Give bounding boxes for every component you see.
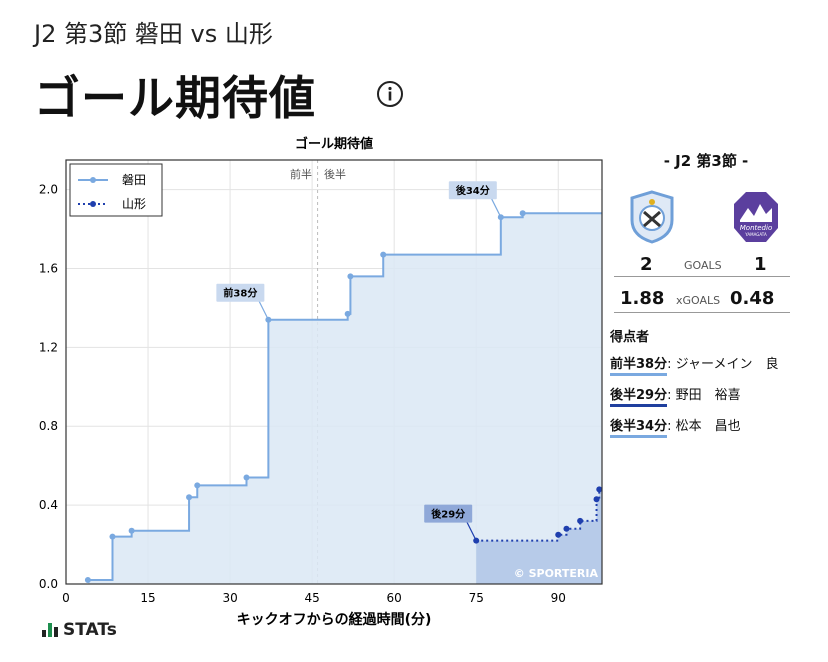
legend: 磐田 山形 [69, 163, 163, 217]
scorers-title: 得点者 [610, 330, 650, 345]
data-point [497, 214, 504, 221]
x-tick-label: 30 [222, 591, 237, 605]
annotation-label: 後34分 [456, 184, 490, 197]
home-goals: 2 [640, 254, 653, 275]
scorer-time: 後半34分 [610, 415, 668, 438]
x-tick-label: 45 [304, 591, 319, 605]
annotation-box [448, 181, 497, 200]
half-left-label: 前半 [290, 167, 312, 181]
page-title: ゴール期待値 [34, 71, 316, 125]
chart-title: ゴール期待値 [295, 136, 373, 152]
data-point [380, 251, 387, 258]
match-subtitle: J2 第3節 磐田 vs 山形 [34, 20, 273, 48]
stats-logo: STATs [42, 620, 117, 640]
away-crest-text: Montedio [740, 224, 772, 232]
data-point [194, 482, 201, 489]
match-summary: - J2 第3節 - Montedio YAMAGATA 2 GOALS 1 1… [606, 150, 796, 438]
data-point [84, 577, 91, 584]
watermark: © SPORTERIA [514, 567, 599, 580]
away-crest-sub: YAMAGATA [744, 232, 767, 237]
series-area-0 [87, 213, 602, 584]
away-xg: 0.48 [730, 288, 775, 309]
home-xg: 1.88 [620, 288, 665, 309]
axes: 0 15 30 45 60 75 90 0.0 0.4 0.8 1.2 1.6 2.0 [39, 159, 603, 605]
goals-row: 2 GOALS 1 [614, 254, 790, 277]
y-tick-label: 0.0 [39, 577, 58, 591]
scorer-name: 野田 裕喜 [675, 388, 741, 403]
scorer-item: 後半29分: 野田 裕喜 [610, 384, 810, 407]
round-label: - J2 第3節 - [663, 152, 749, 170]
brand-name: STATs [63, 620, 117, 640]
scorers-list: 得点者 前半38分: ジャーメイン 良 後半29分: 野田 裕喜 後半34分: … [610, 326, 810, 446]
scorer-name: 松本 昌也 [675, 419, 741, 434]
data-point [577, 517, 584, 524]
y-tick-label: 0.8 [39, 419, 58, 433]
data-point [186, 494, 193, 501]
x-tick-label: 75 [469, 591, 484, 605]
data-point [344, 310, 351, 317]
legend-away: 山形 [122, 197, 146, 211]
scorer-time: 後半29分 [610, 384, 668, 407]
annotation-box [424, 504, 473, 523]
annotation-label: 後29分 [431, 508, 465, 521]
scorer-name: ジャーメイン 良 [675, 357, 779, 372]
data-point [555, 531, 562, 538]
annotation-leader [465, 520, 477, 541]
y-tick-label: 0.4 [39, 498, 58, 512]
x-tick-label: 90 [551, 591, 566, 605]
y-tick-label: 1.2 [39, 340, 58, 354]
data-point [519, 210, 526, 217]
data-point [596, 486, 603, 493]
x-axis-label: キックオフからの経過時間(分) [237, 611, 432, 628]
x-tick-label: 0 [62, 591, 70, 605]
y-tick-label: 1.6 [39, 261, 58, 275]
legend-home: 磐田 [122, 173, 146, 187]
scorer-time: 前半38分 [610, 353, 668, 376]
annotation-label: 前38分 [223, 287, 257, 300]
data-point [563, 525, 570, 532]
half-right-label: 後半 [324, 167, 346, 181]
data-point [128, 527, 135, 534]
annotation-leader [257, 299, 269, 321]
xg-label: xGOALS [676, 294, 721, 307]
series-points [84, 210, 603, 584]
bar-chart-icon [42, 623, 58, 637]
scorer-item: 後半34分: 松本 昌也 [610, 415, 810, 438]
scorer-item: 前半38分: ジャーメイン 良 [610, 353, 810, 376]
jubilo-crest-icon [630, 190, 674, 244]
y-tick-label: 2.0 [39, 183, 58, 197]
annotation-leader [490, 196, 502, 218]
annotation-box [216, 283, 265, 302]
data-point [593, 496, 600, 503]
series-areas [87, 213, 602, 584]
away-goals: 1 [754, 254, 767, 275]
x-tick-label: 15 [140, 591, 155, 605]
montedio-crest-icon: Montedio YAMAGATA [734, 192, 778, 242]
info-icon[interactable] [376, 80, 404, 108]
data-point [347, 273, 354, 280]
series-area-1 [476, 489, 602, 584]
goals-label: GOALS [684, 259, 722, 272]
x-tick-label: 60 [387, 591, 402, 605]
data-point [109, 533, 116, 540]
xg-row: 1.88 xGOALS 0.48 [614, 286, 790, 313]
data-point [243, 474, 250, 481]
plot-frame [65, 159, 603, 585]
